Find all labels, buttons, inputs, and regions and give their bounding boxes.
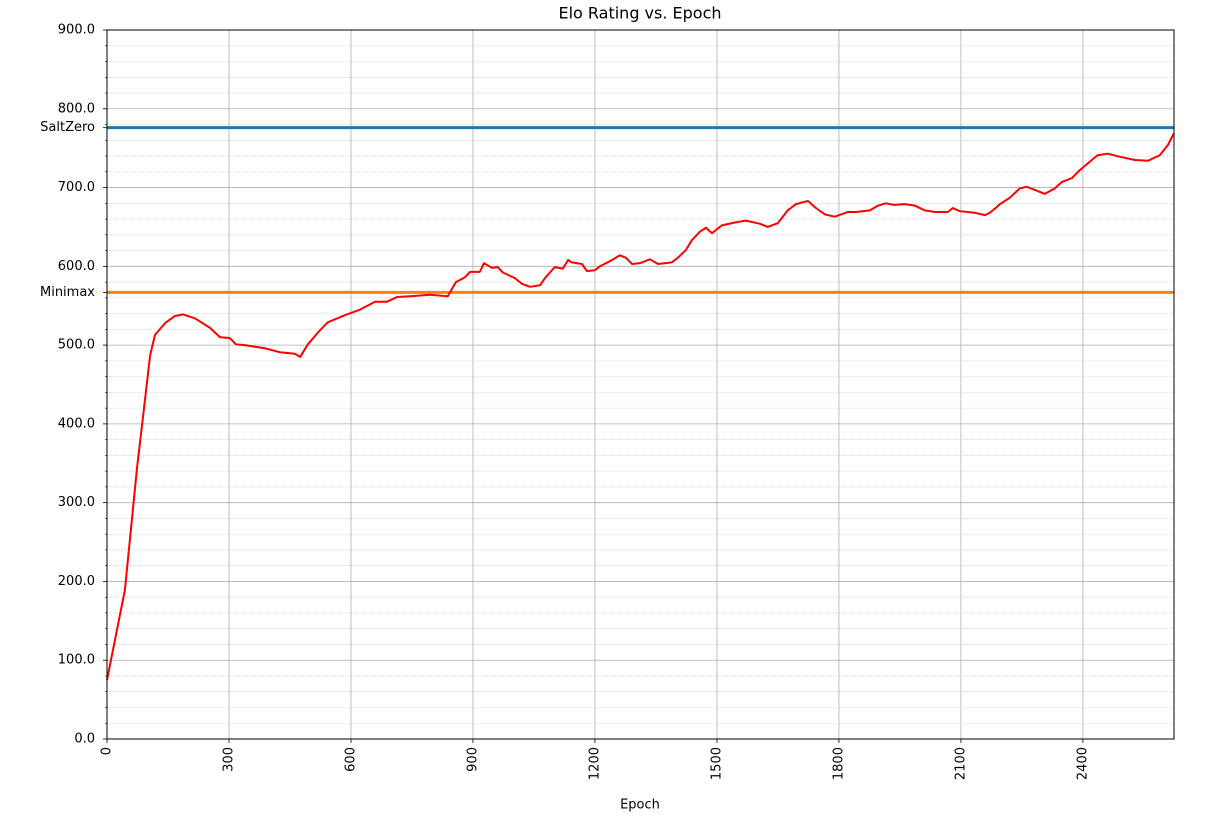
- chart-title: Elo Rating vs. Epoch: [558, 4, 721, 23]
- y-tick-label: 700.0: [58, 180, 95, 195]
- elo-line: [106, 132, 1175, 681]
- y-tick-label: 600.0: [58, 259, 95, 274]
- x-tick-label: 2400: [1075, 747, 1090, 780]
- x-tick-label: 900: [465, 747, 480, 772]
- x-tick-label: 300: [221, 747, 236, 772]
- x-tick-label: 1800: [831, 747, 846, 780]
- y-tick-label: 900.0: [58, 23, 95, 38]
- y-tick-label: 400.0: [58, 416, 95, 431]
- x-tick-label: 2100: [953, 747, 968, 780]
- x-tick-label: 0: [100, 747, 115, 755]
- y-tick-label: 300.0: [58, 495, 95, 510]
- x-axis-label: Epoch: [620, 798, 660, 813]
- y-tick-label: 100.0: [58, 653, 95, 668]
- y-tick-label: 500.0: [58, 338, 95, 353]
- y-tick-label: 200.0: [58, 574, 95, 589]
- y-tick-label: 0.0: [74, 732, 95, 747]
- y-tick-label: Minimax: [40, 285, 95, 300]
- x-tick-label: 1500: [709, 747, 724, 780]
- x-tick-label: 600: [343, 747, 358, 772]
- x-tick-label: 1200: [587, 747, 602, 780]
- plot-frame: [106, 29, 1175, 740]
- y-tick-label: SaltZero: [40, 120, 95, 135]
- y-tick-label: 800.0: [58, 101, 95, 116]
